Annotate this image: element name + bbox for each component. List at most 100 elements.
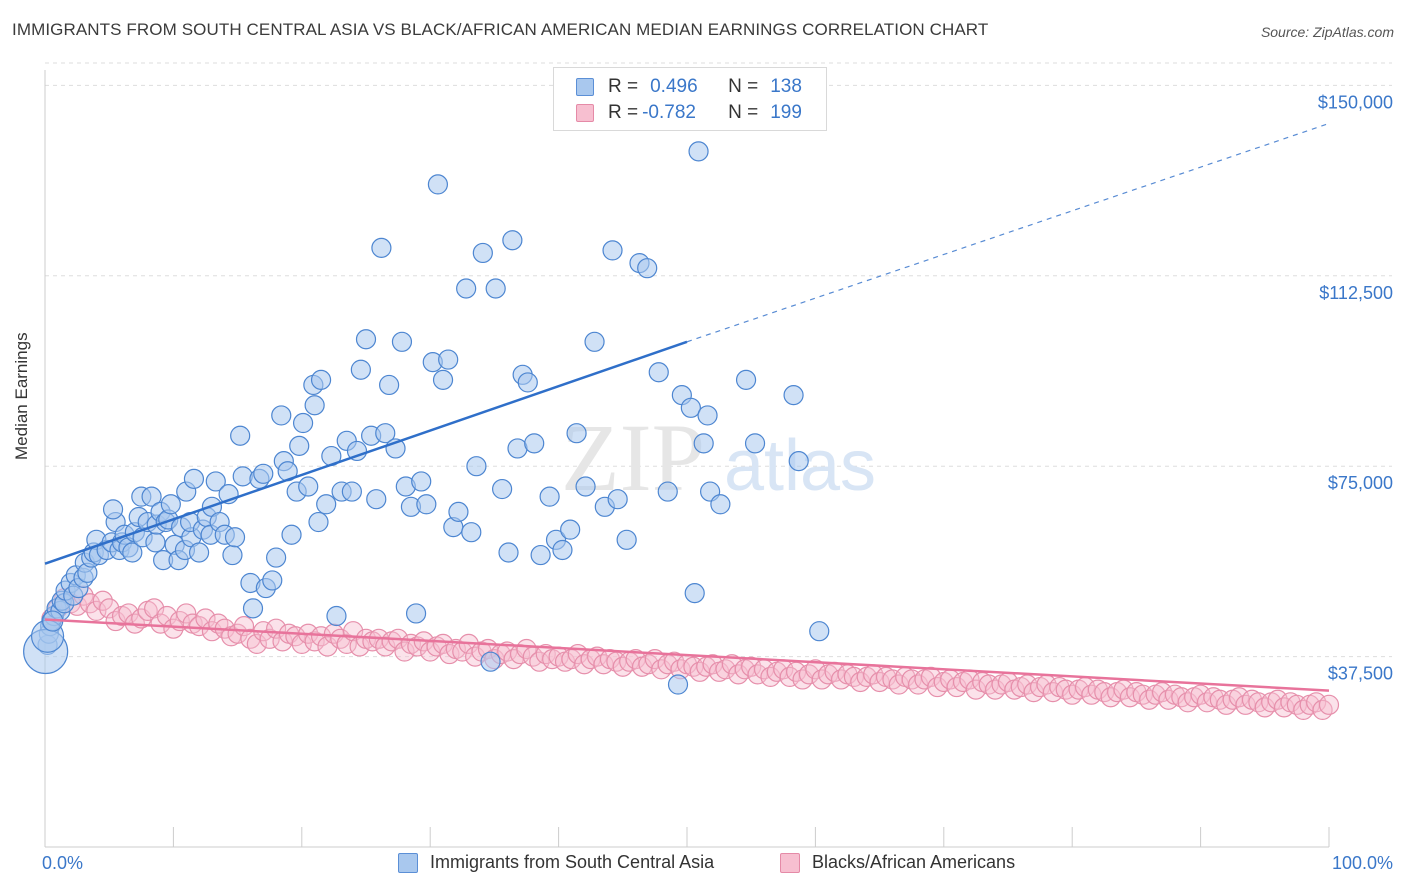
point-immigrants	[427, 174, 449, 195]
point-immigrants	[350, 359, 371, 380]
point-immigrants	[122, 542, 143, 563]
point-immigrants	[485, 278, 506, 299]
point-immigrants	[416, 494, 437, 515]
point-immigrants	[355, 329, 377, 350]
point-blacks	[176, 603, 197, 624]
trend-line-blacks	[44, 618, 1330, 692]
point-immigrants	[602, 240, 623, 261]
point-blacks	[336, 633, 357, 655]
point-immigrants	[366, 489, 387, 510]
point-immigrants	[517, 372, 538, 393]
legend-n-value-pink: 199	[770, 102, 802, 123]
point-immigrants	[271, 405, 292, 426]
point-immigrants	[507, 438, 528, 459]
point-immigrants	[375, 423, 396, 444]
point-blacks	[246, 633, 267, 655]
legend-r-value-blue: 0.496	[650, 76, 698, 97]
x-tick-label: 100.0%	[1332, 853, 1393, 873]
point-immigrants	[304, 395, 325, 416]
point-immigrants	[637, 258, 658, 279]
bottom-legend-blacks: Blacks/African Americans	[780, 852, 1015, 873]
point-immigrants	[102, 499, 124, 520]
legend-row-pink: R = -0.782 N = 199	[576, 101, 802, 125]
point-immigrants	[809, 621, 830, 642]
legend-r-value-pink: -0.782	[642, 102, 696, 123]
point-immigrants	[735, 369, 757, 390]
point-immigrants	[461, 522, 482, 543]
grid-lines	[45, 62, 1392, 658]
point-immigrants	[744, 433, 766, 454]
axes	[44, 70, 1330, 848]
point-immigrants	[688, 141, 709, 162]
point-immigrants	[710, 494, 731, 515]
point-immigrants	[783, 385, 804, 406]
point-immigrants	[242, 598, 264, 619]
y-tick-label: $150,000	[1318, 92, 1393, 112]
point-blacks	[144, 598, 165, 619]
point-immigrants	[253, 463, 274, 484]
y-tick-label: $75,000	[1328, 473, 1393, 493]
point-immigrants	[667, 674, 689, 695]
point-immigrants	[480, 651, 501, 672]
point-immigrants	[498, 542, 519, 563]
point-immigrants	[648, 362, 669, 383]
point-blacks	[86, 600, 107, 622]
point-blacks	[1318, 694, 1340, 715]
point-immigrants	[391, 331, 413, 352]
point-immigrants	[438, 349, 459, 370]
legend-n-value-blue: 138	[770, 76, 802, 97]
trend-line-immigrants-extension	[686, 122, 1330, 343]
correlation-legend: R = 0.496 N = 138 R = -0.782 N = 199	[553, 67, 827, 131]
point-immigrants	[566, 423, 587, 444]
point-immigrants	[411, 471, 432, 492]
point-immigrants	[326, 605, 347, 627]
point-immigrants	[502, 230, 523, 251]
point-immigrants	[308, 511, 329, 533]
point-blacks	[99, 598, 120, 619]
point-immigrants	[371, 237, 392, 258]
bottom-legend-label-immigrants: Immigrants from South Central Asia	[430, 852, 715, 872]
point-immigrants	[289, 435, 310, 456]
series-blacks-points	[41, 585, 1340, 721]
trend-line-immigrants	[44, 340, 688, 565]
legend-n-label: N =	[728, 76, 759, 97]
point-blacks	[432, 633, 454, 655]
point-immigrants	[472, 242, 493, 264]
point-immigrants	[584, 331, 605, 352]
point-immigrants	[697, 405, 718, 426]
y-tick-label: $37,500	[1328, 664, 1393, 684]
point-immigrants	[281, 524, 302, 545]
point-immigrants	[224, 527, 246, 548]
point-immigrants	[552, 539, 573, 561]
point-immigrants	[405, 603, 427, 624]
legend-swatch-pink	[576, 104, 594, 122]
point-immigrants	[432, 369, 454, 390]
point-immigrants	[160, 494, 181, 515]
x-tick-label: 0.0%	[42, 853, 83, 873]
point-immigrants	[222, 544, 243, 566]
point-immigrants	[230, 425, 251, 446]
point-immigrants	[684, 583, 705, 604]
point-blacks	[259, 628, 280, 649]
chart-title: IMMIGRANTS FROM SOUTH CENTRAL ASIA VS BL…	[12, 20, 989, 39]
point-immigrants	[341, 481, 362, 502]
point-immigrants	[492, 478, 513, 500]
legend-row-blue: R = 0.496 N = 138	[576, 75, 802, 99]
point-immigrants	[232, 466, 253, 487]
source-label: Source: ZipAtlas.com	[1260, 24, 1394, 40]
point-immigrants	[183, 468, 205, 489]
point-immigrants	[466, 456, 487, 477]
point-immigrants	[616, 529, 637, 550]
y-axis-label: Median Earnings	[12, 332, 31, 460]
legend-n-label: N =	[728, 102, 759, 123]
point-immigrants	[539, 486, 560, 507]
bottom-legend-immigrants: Immigrants from South Central Asia	[398, 852, 714, 873]
point-immigrants	[316, 494, 337, 515]
point-immigrants	[262, 570, 283, 591]
point-immigrants	[448, 501, 469, 522]
point-immigrants	[657, 481, 678, 502]
point-immigrants	[205, 471, 226, 492]
point-immigrants	[379, 374, 400, 396]
point-immigrants	[607, 489, 628, 510]
